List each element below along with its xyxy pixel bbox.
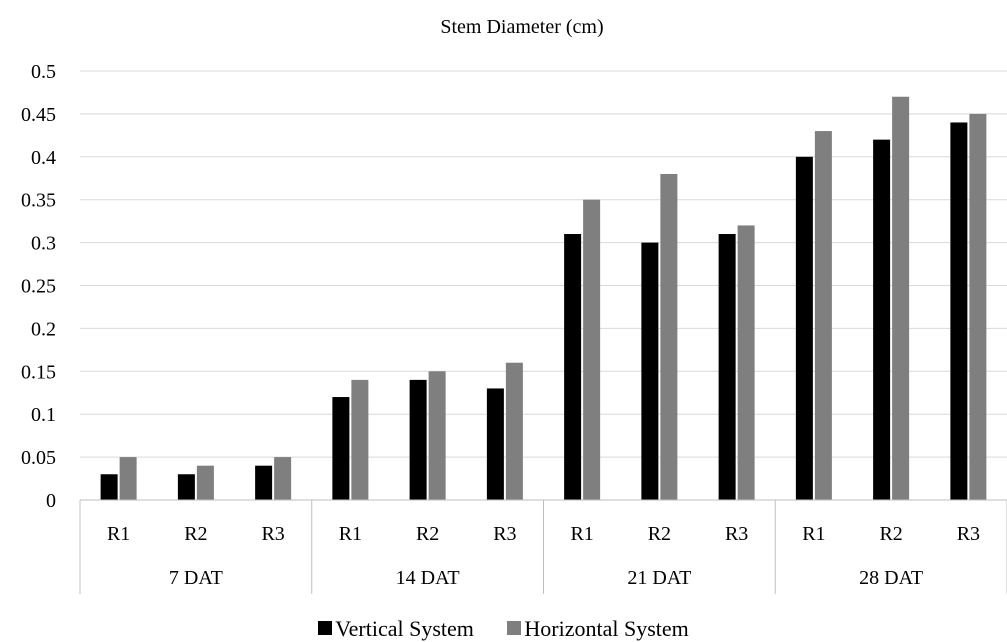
y-tick-label: 0.2 (31, 318, 56, 340)
bar-horizontal-system (583, 199, 601, 500)
x-tick-label: R2 (648, 523, 671, 545)
x-tick-label: R2 (184, 523, 207, 545)
bar-vertical-system (795, 156, 813, 501)
bar-horizontal-system (814, 131, 832, 500)
bar-horizontal-system (892, 96, 910, 501)
group-label: 21 DAT (627, 567, 691, 589)
y-tick-label: 0.4 (31, 147, 56, 169)
y-tick-label: 0.25 (21, 276, 56, 298)
bar-horizontal-system (660, 173, 678, 500)
x-axis: R1 R2 R3 R1 R2 R3 R1 R2 R3 R1 R2 R3 7 DAT 14 DAT 21 DA… (79, 499, 1007, 594)
bar-vertical-system (873, 139, 891, 500)
x-tick-label: R1 (339, 523, 362, 545)
y-tick-label: 0.5 (31, 61, 56, 83)
legend-label-vertical-system: Vertical System (335, 616, 474, 641)
x-tick-label: R3 (725, 523, 748, 545)
x-tick-label: R3 (261, 523, 284, 545)
y-tick-label: 0.3 (31, 233, 56, 255)
bar-horizontal-system (196, 465, 214, 500)
y-axis-ticks: 0 0.05 0.1 0.15 0.2 0.25 0.3 0.35 0.4 0.45 0.5 (21, 61, 56, 512)
y-tick-label: 0.05 (21, 447, 56, 469)
bar-vertical-system (950, 122, 968, 500)
y-tick-label: 0 (46, 490, 56, 512)
x-tick-label: R2 (416, 523, 439, 545)
bar-vertical-system (177, 474, 195, 500)
legend-item-horizontal-system: Horizontal System (507, 616, 689, 642)
bars (100, 96, 987, 501)
gridlines (80, 70, 1007, 458)
x-tick-label: R1 (802, 523, 825, 545)
y-tick-label: 0.35 (21, 190, 56, 212)
bar-horizontal-system (274, 457, 292, 500)
bar-vertical-system (718, 234, 736, 500)
bar-horizontal-system (119, 457, 137, 500)
x-tick-label: R1 (570, 523, 593, 545)
bar-vertical-system (564, 234, 582, 500)
bar-vertical-system (255, 465, 273, 500)
legend-swatch-horizontal-system (507, 621, 522, 635)
bar-vertical-system (100, 474, 118, 500)
legend-swatch-vertical-system (318, 621, 333, 635)
x-tick-label: R1 (107, 523, 130, 545)
chart-title: Stem Diameter (cm) (440, 16, 603, 38)
bar-horizontal-system (969, 113, 987, 501)
legend-item-vertical-system: Vertical System (318, 616, 474, 642)
x-tick-label: R2 (879, 523, 902, 545)
bar-vertical-system (486, 388, 504, 500)
legend-label-horizontal-system: Horizontal System (524, 616, 689, 641)
x-tick-label: R3 (957, 523, 980, 545)
bar-vertical-system (332, 397, 350, 500)
group-label: 28 DAT (859, 567, 923, 589)
bar-horizontal-system (351, 379, 369, 500)
bar-vertical-system (409, 379, 427, 500)
legend: Vertical System Horizontal System (0, 616, 1007, 642)
bar-vertical-system (641, 242, 659, 500)
x-tick-label: R3 (493, 523, 516, 545)
group-label: 7 DAT (169, 567, 223, 589)
bar-horizontal-system (505, 362, 523, 500)
y-tick-label: 0.45 (21, 104, 56, 126)
y-tick-label: 0.15 (21, 361, 56, 383)
group-label: 14 DAT (396, 567, 460, 589)
bar-horizontal-system (428, 371, 446, 500)
bar-horizontal-system (737, 225, 755, 500)
y-tick-label: 0.1 (31, 404, 56, 426)
